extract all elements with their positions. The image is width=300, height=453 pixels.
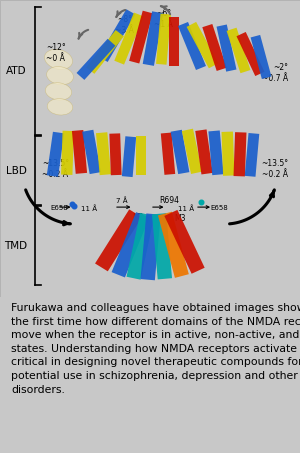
Bar — [171, 130, 189, 174]
Text: M3: M3 — [174, 213, 186, 222]
Text: ~13.5°
~0.2 Å: ~13.5° ~0.2 Å — [261, 159, 288, 179]
Bar — [156, 14, 171, 65]
Bar — [114, 13, 144, 65]
Text: E658: E658 — [210, 205, 228, 211]
Bar — [110, 133, 122, 175]
Text: 7 Å: 7 Å — [116, 198, 127, 204]
Bar — [161, 133, 175, 175]
Bar — [122, 136, 136, 177]
Ellipse shape — [44, 49, 73, 69]
Bar — [61, 130, 74, 175]
Bar — [96, 132, 111, 175]
Bar — [76, 39, 116, 80]
Text: 11 Å: 11 Å — [81, 205, 98, 212]
Bar — [182, 129, 202, 174]
Ellipse shape — [46, 67, 74, 85]
Bar — [195, 130, 213, 174]
Bar — [221, 131, 235, 176]
Ellipse shape — [47, 99, 73, 115]
Bar — [202, 24, 227, 71]
Bar — [158, 212, 189, 278]
Bar — [169, 17, 179, 66]
Text: R694: R694 — [159, 197, 179, 205]
Bar — [217, 24, 236, 72]
Bar — [250, 35, 272, 79]
Bar — [136, 136, 146, 175]
Bar — [236, 32, 265, 76]
Text: M2: M2 — [132, 213, 144, 222]
Bar — [112, 212, 149, 277]
Bar — [226, 28, 250, 73]
Ellipse shape — [45, 83, 72, 100]
Text: 11 Å: 11 Å — [178, 205, 194, 212]
Bar — [95, 209, 142, 271]
Bar — [208, 130, 224, 175]
Text: LBD: LBD — [6, 166, 27, 176]
Bar — [143, 11, 163, 66]
Bar — [129, 11, 153, 63]
Bar — [245, 133, 259, 177]
Bar — [127, 213, 154, 280]
Bar — [99, 9, 135, 62]
Text: ATD: ATD — [6, 66, 27, 76]
Bar — [178, 22, 206, 70]
Bar — [47, 132, 64, 177]
Bar — [233, 132, 247, 176]
Text: TMD: TMD — [4, 241, 27, 251]
Bar — [82, 130, 101, 174]
Bar — [187, 22, 218, 68]
Bar — [164, 210, 205, 274]
Text: ~12°
~0 Å: ~12° ~0 Å — [46, 43, 66, 63]
Text: ~8°
~3 Å: ~8° ~3 Å — [115, 15, 134, 35]
Text: ~13.5°
~0.2 Å: ~13.5° ~0.2 Å — [42, 159, 69, 179]
Text: Furukawa and colleagues have obtained images showing for
the first time how diff: Furukawa and colleagues have obtained im… — [11, 303, 300, 395]
Bar — [86, 30, 124, 74]
Text: ~2°
~0.7 Å: ~2° ~0.7 Å — [262, 63, 288, 83]
Text: E658: E658 — [51, 205, 68, 211]
Bar — [72, 130, 87, 174]
Text: ~6°
~1 Å: ~6° ~1 Å — [154, 9, 173, 29]
Bar — [140, 213, 161, 280]
Bar — [152, 213, 172, 280]
